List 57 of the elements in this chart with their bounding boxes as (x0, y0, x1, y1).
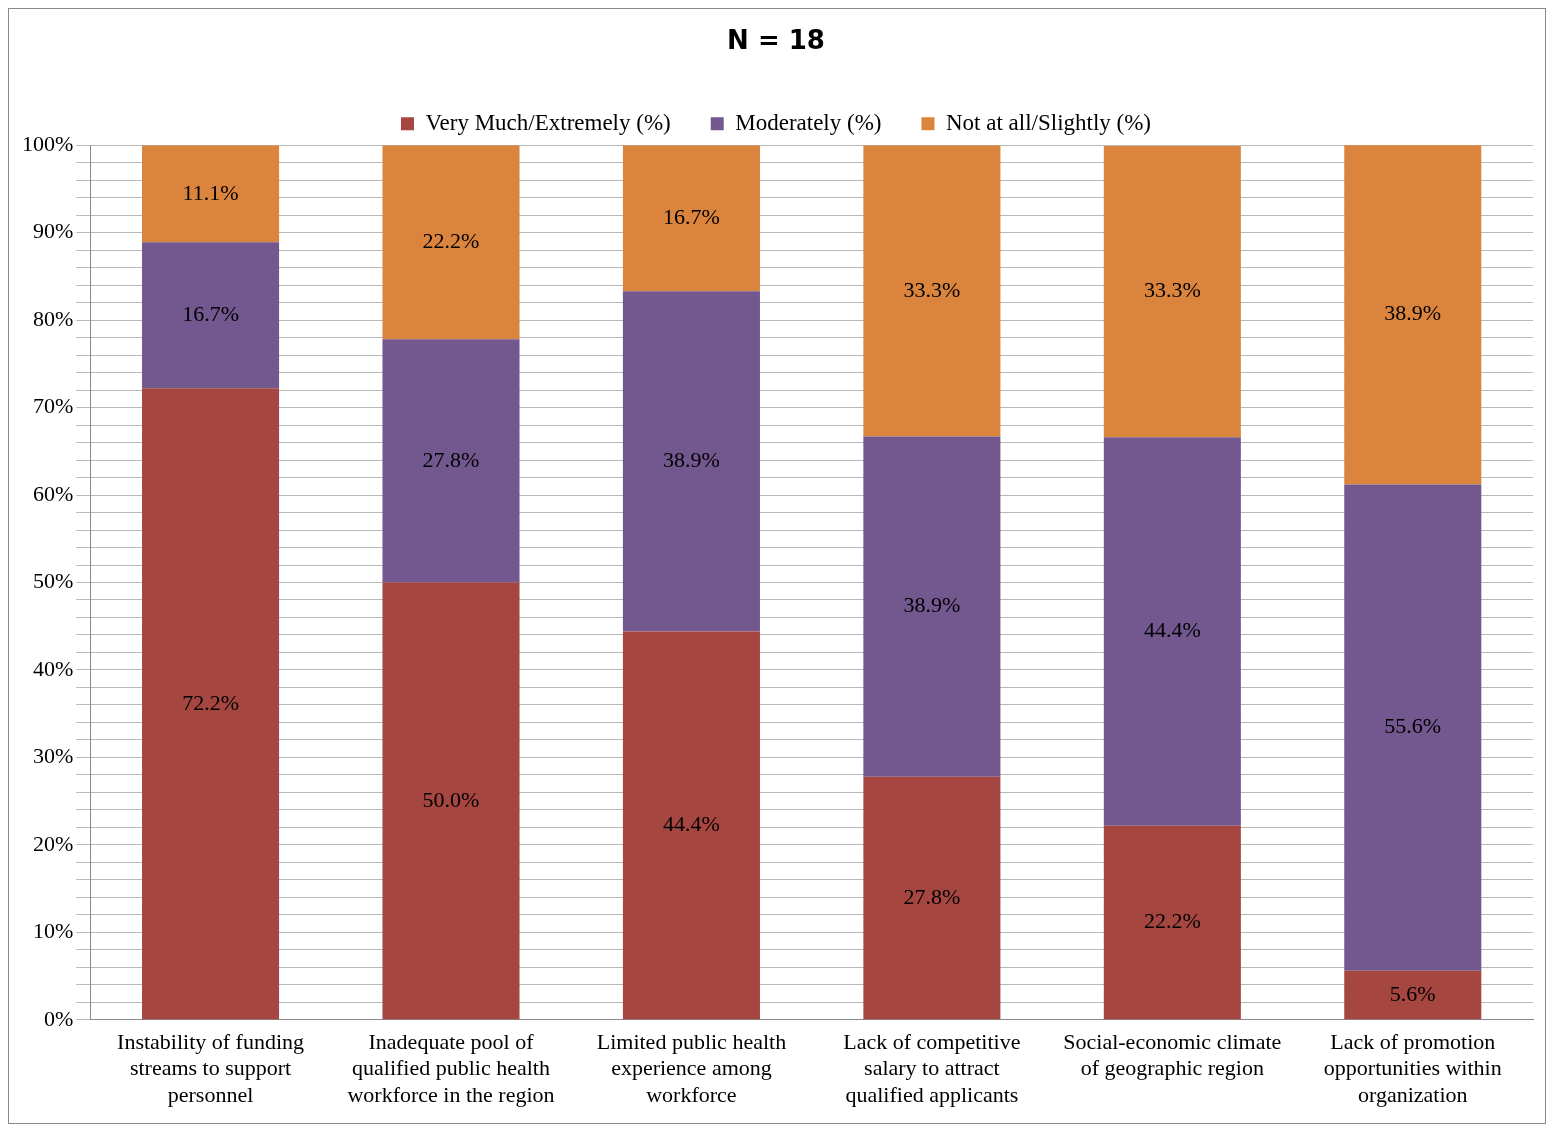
y-tick-label: 40% (33, 655, 74, 681)
data-label: 11.1% (182, 179, 239, 205)
y-tick-label: 70% (33, 393, 74, 419)
data-label: 22.2% (422, 228, 480, 254)
bar (382, 582, 520, 1020)
bar (622, 291, 760, 632)
data-label: 72.2% (182, 689, 239, 715)
y-tick-label: 30% (33, 743, 74, 769)
x-tick-label: Inadequate pool of qualified public health workforce in the region (347, 1028, 555, 1107)
data-label: 22.2% (1143, 908, 1201, 934)
data-label: 50.0% (422, 786, 480, 812)
bar (142, 242, 280, 389)
data-label: 33.3% (903, 276, 961, 302)
x-tick-label: Lack of promotion opportunities within organization (1323, 1028, 1502, 1107)
legend-label: Very Much/Extremely (%) (425, 109, 671, 135)
bar (622, 631, 760, 1020)
y-tick-label: 60% (33, 480, 74, 506)
y-tick-label: 0% (44, 1005, 74, 1031)
data-label: 38.9% (903, 592, 961, 618)
data-label: 16.7% (182, 301, 239, 327)
data-label: 5.6% (1389, 980, 1436, 1006)
data-label: 33.3% (1143, 277, 1201, 303)
y-tick-label: 50% (33, 568, 74, 594)
bar (622, 145, 760, 292)
data-label: 44.4% (1143, 617, 1201, 643)
y-tick-label: 90% (33, 218, 74, 244)
bar (1344, 970, 1482, 1020)
legend-label: Moderately (%) (735, 109, 882, 135)
chart-title: N = 18 (727, 25, 825, 56)
x-tick-label: Social-economic climate of geographic region (1063, 1028, 1282, 1081)
bar (1103, 146, 1241, 438)
bar (1344, 145, 1482, 485)
data-label: 27.8% (903, 883, 961, 909)
data-label: 38.9% (1384, 300, 1442, 326)
bar (863, 776, 1001, 1020)
bar (1344, 484, 1482, 971)
bar (1103, 825, 1241, 1020)
bar (1103, 437, 1241, 826)
bar (382, 339, 520, 583)
bar (863, 145, 1001, 437)
legend-label: Not at all/Slightly (%) (945, 109, 1152, 135)
bar (863, 436, 1001, 777)
x-tick-label: Limited public health experience among workforce (596, 1028, 787, 1107)
data-label: 38.9% (663, 447, 720, 473)
y-tick-label: 100% (22, 130, 74, 156)
bar (142, 145, 280, 243)
y-tick-label: 80% (33, 305, 74, 331)
bar (382, 145, 520, 340)
x-tick-label: Instability of funding streams to support personnel (117, 1028, 305, 1107)
y-tick-label: 20% (33, 830, 74, 856)
bar (142, 388, 280, 1020)
data-label: 44.4% (663, 811, 720, 837)
x-tick-label: Lack of competitive salary to attract qualified applicants (843, 1028, 1021, 1107)
data-label: 27.8% (422, 446, 480, 472)
y-tick-label: 10% (33, 918, 74, 944)
data-label: 16.7% (663, 204, 720, 230)
data-label: 55.6% (1384, 713, 1442, 739)
